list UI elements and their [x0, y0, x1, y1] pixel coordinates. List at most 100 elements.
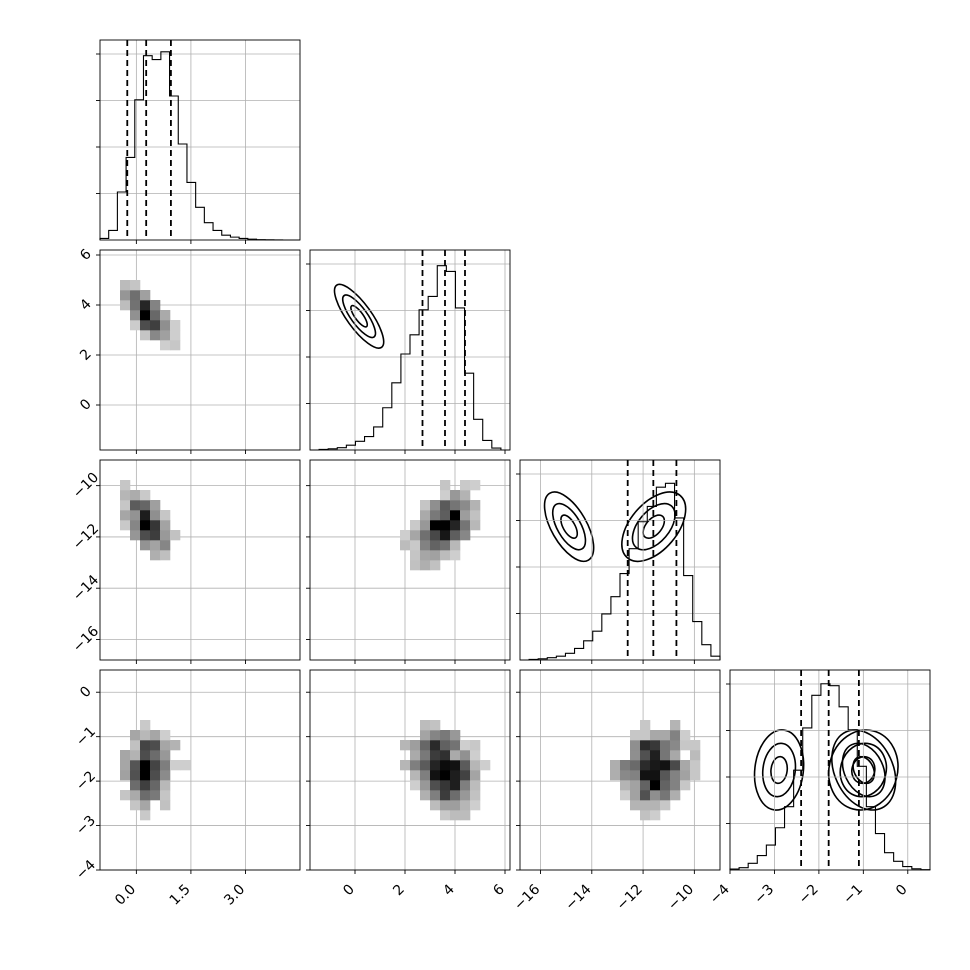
density-cell	[130, 280, 141, 291]
density-cell	[680, 760, 691, 771]
x-tick-label: 0.0	[112, 882, 139, 909]
density-cell	[160, 340, 171, 351]
density-cell	[690, 750, 701, 761]
density-cell	[420, 510, 431, 521]
x-tick-label: 0	[893, 882, 911, 900]
density-cell	[170, 530, 181, 541]
contour-level-2	[333, 283, 385, 349]
density-cell	[450, 800, 461, 811]
density-cell	[450, 550, 461, 561]
density-cell	[140, 490, 151, 501]
contour-level-2	[831, 729, 897, 811]
density-cell	[160, 540, 171, 551]
density-cell	[650, 730, 661, 741]
density-cell	[420, 530, 431, 541]
density-cell	[430, 790, 441, 801]
density-cell	[140, 510, 151, 521]
density-cell	[130, 510, 141, 521]
density-cell	[150, 530, 161, 541]
density-cell	[160, 330, 171, 341]
density-cell	[620, 790, 631, 801]
density-cell	[430, 770, 441, 781]
panel-frame	[519, 669, 721, 871]
density-cell	[140, 520, 151, 531]
density-cell	[130, 500, 141, 511]
density-cell	[130, 790, 141, 801]
density-cell	[640, 790, 651, 801]
density-cell	[160, 750, 171, 761]
histogram-0	[99, 51, 300, 241]
density-cell	[440, 550, 451, 561]
density-cell	[120, 750, 131, 761]
x-tick-label: −10	[665, 882, 697, 914]
x-tick-label: −4	[707, 881, 733, 907]
density-cell	[440, 530, 451, 541]
density-cell	[450, 490, 461, 501]
density-cell	[470, 770, 481, 781]
density-cell	[420, 720, 431, 731]
x-tick-label: 3.0	[221, 882, 248, 909]
density-cell	[660, 780, 671, 791]
contour-level-1	[839, 742, 888, 798]
density-cell	[420, 780, 431, 791]
density-cell	[450, 540, 461, 551]
density-cell	[140, 790, 151, 801]
density-cell	[160, 550, 171, 561]
density-cell	[150, 760, 161, 771]
density-cell	[440, 540, 451, 551]
x-tick-label: 1.5	[167, 882, 194, 909]
density-cell	[640, 810, 651, 821]
density-cell	[130, 310, 141, 321]
density-cell	[690, 770, 701, 781]
density-cell	[120, 770, 131, 781]
contour-level-0	[560, 514, 579, 540]
density-cell	[670, 760, 681, 771]
density-cell	[460, 770, 471, 781]
density-cell	[150, 500, 161, 511]
density-cell	[140, 800, 151, 811]
density-cell	[400, 530, 411, 541]
density-cell	[150, 330, 161, 341]
density-cell	[640, 770, 651, 781]
contour-level-1	[551, 502, 587, 551]
density-cell	[440, 750, 451, 761]
contour-level-1	[761, 742, 797, 798]
density-cell	[420, 740, 431, 751]
contour-level-2	[621, 491, 687, 563]
density-cell	[140, 730, 151, 741]
density-cell	[450, 790, 461, 801]
density-cell	[140, 540, 151, 551]
density-cell	[130, 730, 141, 741]
density-cell	[140, 740, 151, 751]
x-tick-label: −1	[840, 882, 866, 908]
density-cell	[160, 800, 171, 811]
density-cell	[650, 800, 661, 811]
density-cell	[130, 320, 141, 331]
density-cell	[420, 550, 431, 561]
y-tick-label: −3	[73, 813, 99, 839]
y-tick-label: −14	[70, 572, 102, 604]
density-cell	[150, 540, 161, 551]
density-cell	[150, 510, 161, 521]
density-cell	[430, 510, 441, 521]
density-cell	[640, 720, 651, 731]
x-tick-label: −3	[751, 882, 777, 908]
density-cell	[680, 730, 691, 741]
y-tick-label: 0	[77, 683, 95, 701]
density-cell	[120, 280, 131, 291]
density-cell	[420, 500, 431, 511]
density-cell	[440, 790, 451, 801]
density-cell	[450, 500, 461, 511]
density-cell	[440, 760, 451, 771]
density-cell	[430, 500, 441, 511]
density-cell	[140, 750, 151, 761]
density-cell	[160, 510, 171, 521]
density-cell	[160, 310, 171, 321]
density-cell	[620, 770, 631, 781]
density-cell	[440, 490, 451, 501]
x-tick-label: 0	[340, 882, 358, 900]
x-tick-label: −14	[562, 881, 594, 913]
density-cell	[410, 760, 421, 771]
density-cell	[430, 750, 441, 761]
density-cell	[440, 730, 451, 741]
